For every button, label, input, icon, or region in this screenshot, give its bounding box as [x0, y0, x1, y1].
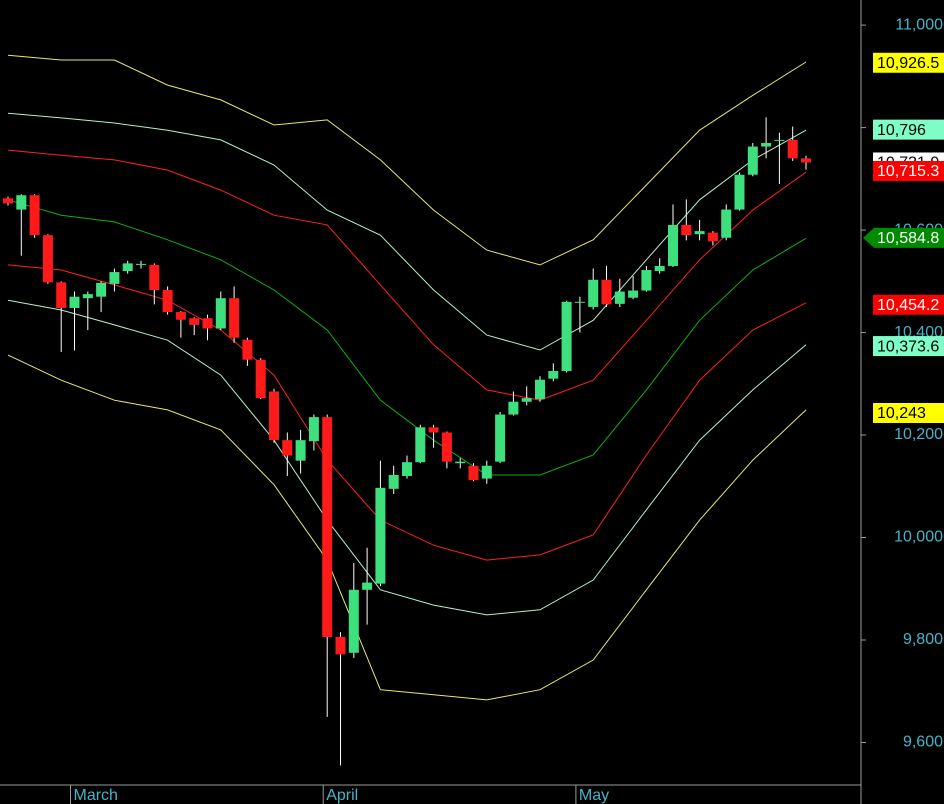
candle-body: [801, 158, 811, 163]
y-tick-label: 11,000: [895, 16, 943, 33]
price-label: 10,926.5: [873, 52, 944, 73]
candle-body: [588, 279, 599, 307]
candle-body: [388, 474, 399, 489]
candle-body: [574, 301, 585, 303]
candle-body: [747, 146, 758, 175]
candle-body: [721, 209, 732, 238]
x-tick-label: May: [579, 787, 609, 804]
candle-body: [535, 379, 545, 400]
candle-body: [402, 462, 412, 477]
candle-body: [29, 195, 40, 236]
candle-body: [707, 232, 718, 242]
candle-body: [614, 291, 625, 304]
price-label-text: 10,796: [877, 122, 926, 139]
candle-body: [16, 195, 27, 210]
candle-body: [468, 465, 479, 481]
x-tick-label: April: [326, 787, 358, 804]
candle-body: [136, 263, 146, 265]
candle-body: [162, 290, 173, 313]
candle-body: [375, 487, 386, 584]
x-tick-label: March: [74, 787, 118, 804]
price-marker: [873, 294, 944, 315]
candle-body: [308, 417, 319, 442]
price-label-text: 10,454.2: [877, 297, 939, 314]
price-label: 10,454.2: [873, 294, 944, 315]
candle-body: [175, 312, 186, 320]
candle-body: [3, 198, 13, 204]
price-label: 10,373.6: [873, 336, 944, 357]
candle-body: [149, 264, 160, 291]
candle-body: [56, 282, 67, 308]
price-marker: [873, 160, 944, 181]
band-line: [7, 54, 807, 266]
price-marker: [863, 227, 944, 248]
price-marker: [873, 119, 944, 140]
candle-body: [774, 139, 785, 141]
candle-body: [548, 370, 559, 379]
price-label: 10,584.8: [863, 227, 944, 248]
band-line: [7, 264, 807, 561]
candle-body: [761, 142, 772, 147]
candle-body: [787, 139, 798, 159]
candle-body: [229, 298, 240, 338]
candle-body: [362, 582, 373, 590]
candle-body: [628, 290, 639, 298]
candle-body: [69, 296, 80, 308]
y-tick-label: 10,200: [894, 426, 943, 443]
candle-body: [428, 427, 439, 433]
candle-body: [255, 359, 266, 399]
candle-body: [441, 432, 452, 462]
candle-body: [96, 282, 107, 297]
price-marker: [873, 336, 944, 357]
candle-body: [508, 401, 519, 415]
candle-body: [455, 461, 466, 464]
candle-body: [415, 427, 426, 463]
candle-body: [335, 636, 346, 655]
band-line: [7, 149, 807, 401]
candle-body: [641, 270, 652, 291]
candle-body: [215, 298, 226, 329]
price-label-text: 10,584.8: [877, 230, 939, 247]
price-label: 10,243: [873, 402, 944, 423]
candle-body: [561, 301, 572, 371]
candle-body: [269, 391, 279, 441]
candle-body: [322, 417, 333, 637]
y-tick-label: 10,000: [894, 529, 943, 546]
candle-body: [242, 339, 253, 360]
candle-body: [654, 265, 665, 272]
candle-body: [295, 440, 306, 461]
price-label-text: 10,373.6: [877, 338, 939, 355]
candle-body: [481, 465, 492, 479]
price-label-text: 10,243: [877, 405, 926, 422]
band-line: [7, 199, 807, 476]
price-label: 10,715.3: [873, 160, 944, 181]
price-label: 10,796: [873, 119, 944, 140]
band-line: [7, 354, 807, 701]
price-label-text: 10,715.3: [877, 163, 939, 180]
candle-body: [601, 279, 612, 305]
candle-body: [282, 440, 293, 456]
y-tick-label: 9,600: [903, 734, 943, 751]
candle-body: [681, 224, 692, 236]
candle-body: [109, 272, 120, 284]
price-marker: [873, 52, 944, 73]
candle-body: [348, 589, 359, 653]
candle-body: [734, 174, 745, 210]
candle-body: [495, 414, 506, 462]
price-marker: [873, 402, 944, 423]
candle-body: [189, 318, 200, 325]
price-label-text: 10,926.5: [877, 55, 939, 72]
candle-body: [521, 398, 532, 402]
candle-body: [668, 224, 678, 266]
candle-body: [122, 263, 133, 272]
y-tick-label: 9,800: [903, 631, 943, 648]
candle-body: [694, 231, 705, 235]
candle-body: [202, 318, 213, 329]
candle-body: [42, 235, 53, 283]
candle-body: [82, 294, 93, 299]
band-line: [7, 299, 807, 616]
